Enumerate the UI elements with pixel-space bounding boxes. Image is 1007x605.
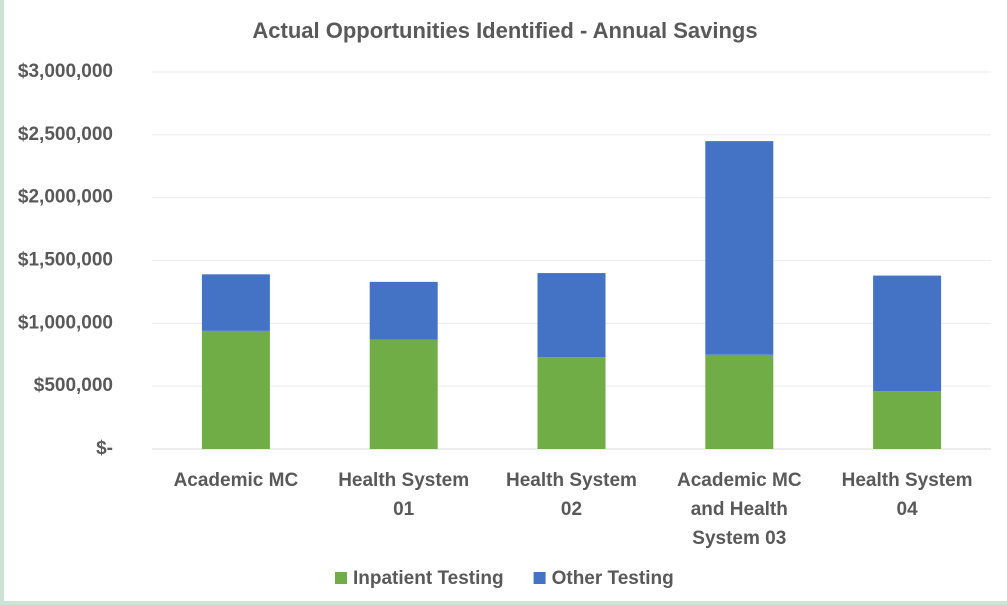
y-tick-label: $1,000,000 [18, 312, 113, 333]
bar-segment [705, 354, 774, 449]
legend-swatch [335, 572, 347, 584]
bar-segment [369, 339, 438, 449]
bar-segment [201, 330, 270, 449]
bar-segment [537, 357, 606, 449]
bar-segment [537, 273, 606, 358]
x-tick-label: Health System 01 [338, 470, 470, 520]
x-tick-label: Health System 02 [506, 470, 637, 520]
bar-segment [873, 391, 942, 449]
legend-label: Inpatient Testing [353, 568, 504, 589]
y-tick-label: $3,000,000 [18, 61, 113, 82]
y-tick-label: $2,000,000 [18, 187, 113, 208]
bar-segment [369, 281, 438, 340]
x-tick-label: Academic MC and Health System 03 [676, 470, 802, 549]
legend-swatch [533, 572, 546, 584]
y-tick-label: $500,000 [34, 375, 113, 396]
y-tick-label: $- [96, 438, 113, 459]
bar-segment [201, 274, 270, 331]
bar-segment [705, 141, 774, 355]
chart-title: Actual Opportunities Identified - Annual… [252, 18, 757, 43]
x-tick-label: Health System 04 [841, 470, 973, 520]
legend-label: Other Testing [552, 568, 674, 589]
x-tick-label: Academic MC [173, 470, 299, 491]
bar-segment [873, 275, 942, 392]
page-border [0, 0, 4, 605]
page-border [0, 601, 1007, 605]
y-tick-label: $1,500,000 [18, 250, 113, 271]
y-tick-label: $2,500,000 [18, 124, 113, 145]
